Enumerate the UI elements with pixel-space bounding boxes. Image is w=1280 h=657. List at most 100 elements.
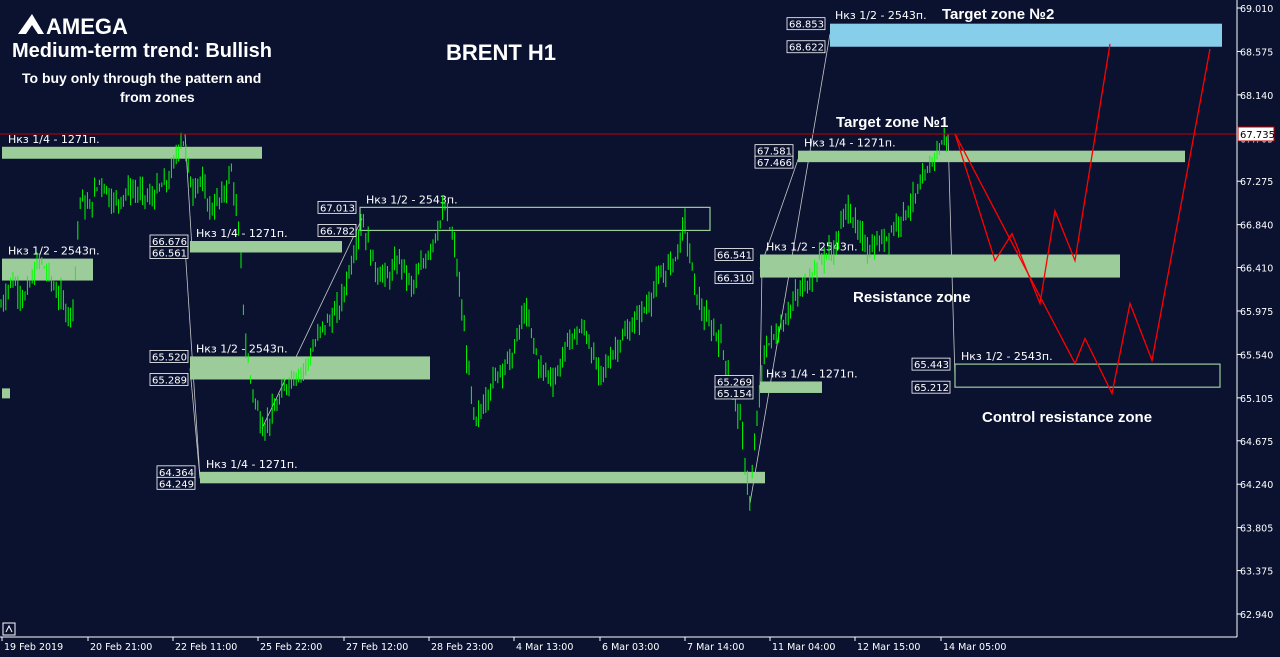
forecast-path <box>954 43 1111 306</box>
zone-rects: Нкз 1/4 - 1271п. Нкз 1/2 - 2543п. Нкз 1/4 … <box>2 9 1222 484</box>
x-tick-label: 14 Mar 05:00 <box>943 642 1006 653</box>
zone-label: Нкз 1/2 - 2543п. <box>961 350 1053 363</box>
x-tick-label: 27 Feb 12:00 <box>346 642 408 653</box>
zone-rect <box>954 363 1221 388</box>
price-tag: 65.154 <box>717 389 752 400</box>
zone-label: Нкз 1/2 - 2543п. <box>366 193 458 206</box>
price-tag: 67.466 <box>757 158 792 169</box>
zone-rect <box>190 241 342 253</box>
zone-label: Нкз 1/4 - 1271п. <box>804 137 896 150</box>
zone-rect <box>200 471 765 484</box>
price-tag: 65.520 <box>152 352 187 363</box>
x-tick-label: 22 Feb 11:00 <box>175 642 237 653</box>
x-tick-label: 25 Feb 22:00 <box>260 642 322 653</box>
price-tag: 67.013 <box>320 203 355 214</box>
trend-title: Medium-term trend: Bullish <box>12 40 272 62</box>
price-tag: 64.364 <box>159 468 194 479</box>
y-tick-label: 62.940 <box>1240 610 1273 621</box>
price-tag-box <box>714 271 754 284</box>
zone-label: Нкз 1/2 - 2543п. <box>835 9 927 22</box>
forecast-paths <box>954 43 1211 396</box>
resistance-zone-label: Resistance zone <box>853 289 971 306</box>
price-tag-box <box>911 380 951 394</box>
x-tick-label: 4 Mar 13:00 <box>516 642 573 653</box>
zone-rect <box>2 258 93 281</box>
price-tag: 67.581 <box>757 147 792 158</box>
y-tick-label: 65.975 <box>1240 307 1273 318</box>
zone-rect <box>798 150 1185 163</box>
x-tick-label: 28 Feb 23:00 <box>431 642 493 653</box>
candles <box>0 127 948 511</box>
y-tick-label: 65.105 <box>1240 394 1273 405</box>
y-tick-label: 65.540 <box>1240 350 1273 361</box>
x-tick-label: 7 Mar 14:00 <box>687 642 744 653</box>
symbol-title: BRENT H1 <box>446 40 556 65</box>
fibo-line <box>759 153 801 269</box>
price-tag-box <box>317 200 357 214</box>
zone-label: Нкз 1/4 - 1271п. <box>8 133 100 146</box>
fibo-line <box>759 268 763 389</box>
y-tick-label: 63.375 <box>1240 567 1273 578</box>
price-tag-box <box>149 246 189 259</box>
price-tag-box <box>786 17 826 31</box>
zone-rect <box>359 206 711 232</box>
zone-rect <box>2 146 262 159</box>
zone-rect <box>190 356 430 380</box>
logo-text: AMEGA <box>46 14 128 39</box>
zone-marker <box>2 388 10 399</box>
price-tag: 65.212 <box>914 383 949 394</box>
price-tag-box <box>786 40 826 54</box>
price-tag-box <box>714 386 754 400</box>
x-tick-label: 6 Mar 03:00 <box>602 642 659 653</box>
zone-rect <box>830 23 1222 47</box>
x-tick-label: 12 Mar 15:00 <box>857 642 920 653</box>
price-tag: 66.310 <box>717 274 752 285</box>
current-price-tag-bg <box>1237 126 1275 142</box>
y-tick-label: 68.140 <box>1240 91 1273 102</box>
price-tag: 65.443 <box>914 360 949 371</box>
price-tag-box <box>317 224 357 237</box>
zone-label: Нкз 1/2 - 2543п. <box>196 342 288 355</box>
zone-label: Нкз 1/4 - 1271п. <box>766 367 858 380</box>
price-tag: 66.676 <box>152 237 187 248</box>
zone-rect <box>760 381 822 393</box>
price-tag-box <box>911 357 951 371</box>
fibo-line <box>189 368 201 479</box>
price-tag: 64.249 <box>159 479 194 490</box>
price-tag-box <box>156 476 196 490</box>
y-tick-label: 64.675 <box>1240 437 1273 448</box>
price-tag: 66.782 <box>320 226 355 237</box>
price-tag: 66.541 <box>717 250 752 261</box>
y-tick-label: 68.575 <box>1240 47 1273 58</box>
amega-logo: AMEGA <box>18 14 128 39</box>
target-zone-2-label: Target zone №2 <box>942 6 1054 23</box>
zone-label: Нкз 1/4 - 1271п. <box>206 458 298 471</box>
current-price-tag: 67.735 <box>1240 130 1275 141</box>
logo-mark-icon <box>18 14 44 34</box>
zone-rect <box>760 254 1120 278</box>
y-tick-label: 67.275 <box>1240 177 1273 188</box>
price-tag-box <box>714 248 754 261</box>
zone-label: Нкз 1/4 - 1271п. <box>196 227 288 240</box>
price-tag: 65.289 <box>152 375 187 386</box>
price-tag-box <box>754 155 794 169</box>
y-tick-label: 64.240 <box>1240 480 1273 491</box>
price-tag: 68.853 <box>789 20 824 31</box>
price-tag-box <box>149 373 189 386</box>
x-tick-label: 19 Feb 2019 <box>4 642 63 653</box>
price-tag: 65.269 <box>717 377 752 388</box>
y-tick-label: 69.010 <box>1240 4 1273 15</box>
target-zone-1-label: Target zone №1 <box>836 114 948 131</box>
x-tick-label: 20 Feb 21:00 <box>90 642 152 653</box>
chart-shift-icon[interactable] <box>2 622 16 636</box>
y-tick-label: 66.410 <box>1240 264 1273 275</box>
x-tick-label: 11 Mar 04:00 <box>772 642 835 653</box>
trend-note-line2: from zones <box>120 89 195 105</box>
fibo-line <box>261 218 363 429</box>
zone-label: Нкз 1/2 - 2543п. <box>766 240 858 253</box>
price-tag-box <box>149 350 189 363</box>
y-tick-label: 66.840 <box>1240 221 1273 232</box>
